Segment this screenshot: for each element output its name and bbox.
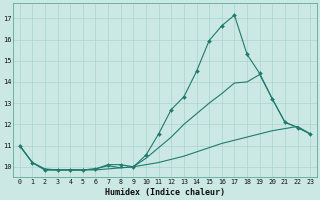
X-axis label: Humidex (Indice chaleur): Humidex (Indice chaleur): [105, 188, 225, 197]
